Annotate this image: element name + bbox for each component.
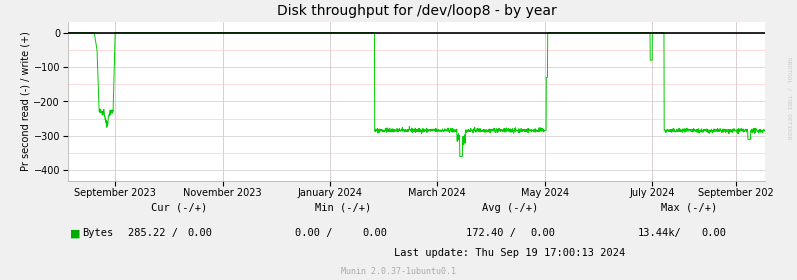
Text: 285.22 /: 285.22 / xyxy=(128,228,178,238)
Text: RRDTOOL / TOBI OETIKER: RRDTOOL / TOBI OETIKER xyxy=(787,57,791,139)
Text: 0.00: 0.00 xyxy=(363,228,387,238)
Text: 0.00: 0.00 xyxy=(187,228,212,238)
Text: 0.00: 0.00 xyxy=(530,228,555,238)
Text: Cur (-/+): Cur (-/+) xyxy=(151,203,207,213)
Title: Disk throughput for /dev/loop8 - by year: Disk throughput for /dev/loop8 - by year xyxy=(277,4,556,18)
Text: 13.44k/: 13.44k/ xyxy=(638,228,681,238)
Text: Last update: Thu Sep 19 17:00:13 2024: Last update: Thu Sep 19 17:00:13 2024 xyxy=(395,248,626,258)
Text: Avg (-/+): Avg (-/+) xyxy=(482,203,538,213)
Text: Min (-/+): Min (-/+) xyxy=(315,203,371,213)
Y-axis label: Pr second read (-) / write (+): Pr second read (-) / write (+) xyxy=(21,32,31,171)
Text: Munin 2.0.37-1ubuntu0.1: Munin 2.0.37-1ubuntu0.1 xyxy=(341,267,456,276)
Text: Max (-/+): Max (-/+) xyxy=(662,203,717,213)
Text: ■: ■ xyxy=(70,228,80,238)
Text: 0.00: 0.00 xyxy=(701,228,726,238)
Text: Bytes: Bytes xyxy=(82,228,113,238)
Text: 172.40 /: 172.40 / xyxy=(466,228,516,238)
Text: 0.00 /: 0.00 / xyxy=(295,228,332,238)
